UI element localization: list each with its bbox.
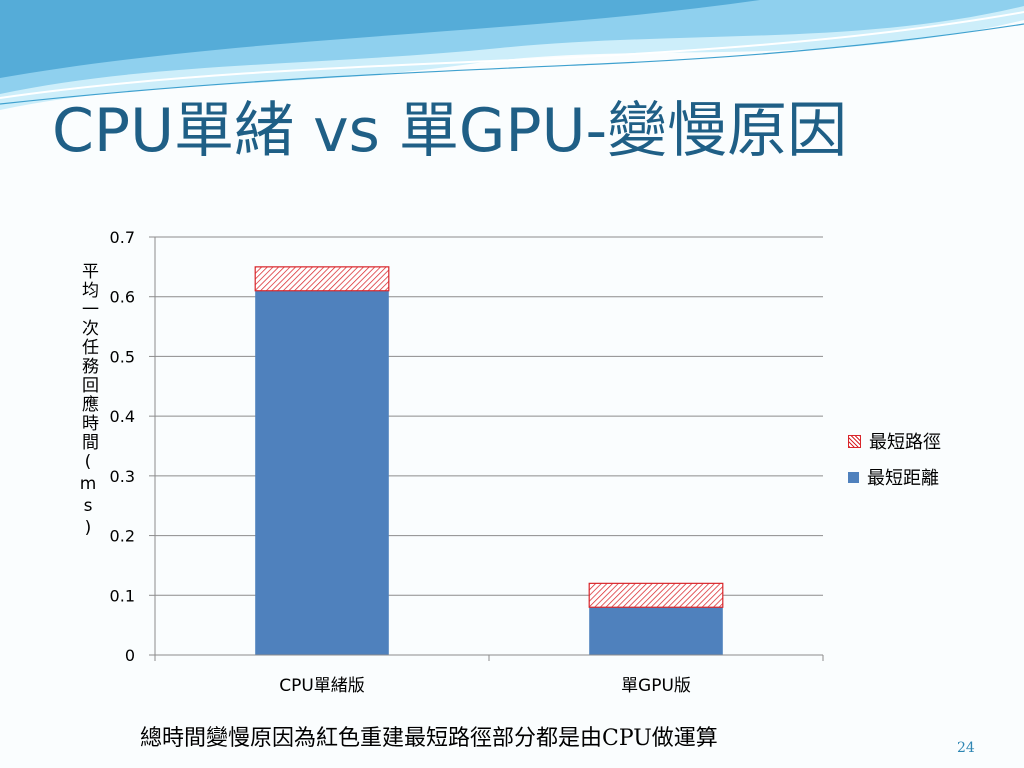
bar-segment-shortest-path <box>588 582 724 608</box>
legend-swatch-blue <box>848 471 859 483</box>
y-tick-label: 0.4 <box>110 407 135 426</box>
y-axis-label: 平均一次任務回應時間(ms) <box>78 262 98 540</box>
bar-segment-shortest-distance <box>255 290 389 655</box>
slide-title: CPU單緒 vs 單GPU-變慢原因 <box>52 96 848 166</box>
legend-item-shortest-path: 最短路徑 <box>848 428 941 454</box>
y-tick-label: 0.3 <box>110 467 135 486</box>
bar-segment-shortest-distance <box>589 607 723 655</box>
y-tick-label: 0 <box>125 646 135 665</box>
legend-label: 最短路徑 <box>869 432 941 453</box>
y-tick-label: 0.1 <box>110 586 135 605</box>
y-tick-label: 0.7 <box>110 228 135 247</box>
bar-segment-shortest-path <box>254 266 390 292</box>
page-number: 24 <box>957 740 975 756</box>
y-tick-label: 0.6 <box>110 288 135 307</box>
legend: 最短路徑 最短距離 <box>848 428 941 500</box>
decorative-waves <box>0 0 1024 110</box>
legend-swatch-red <box>848 434 861 448</box>
y-tick-label: 0.2 <box>110 527 135 546</box>
y-tick-label: 0.5 <box>110 347 135 366</box>
legend-label: 最短距離 <box>867 468 939 489</box>
stacked-bar-chart: 0 0.1 0.2 0.3 0.4 0.5 0.6 0.7 CPU單緒版 單GPU版 <box>110 228 824 696</box>
legend-item-shortest-distance: 最短距離 <box>848 464 941 490</box>
footnote: 總時間變慢原因為紅色重建最短路徑部分都是由CPU做運算 <box>140 726 718 751</box>
x-category-label: CPU單緒版 <box>279 676 365 696</box>
x-category-label: 單GPU版 <box>621 676 691 696</box>
